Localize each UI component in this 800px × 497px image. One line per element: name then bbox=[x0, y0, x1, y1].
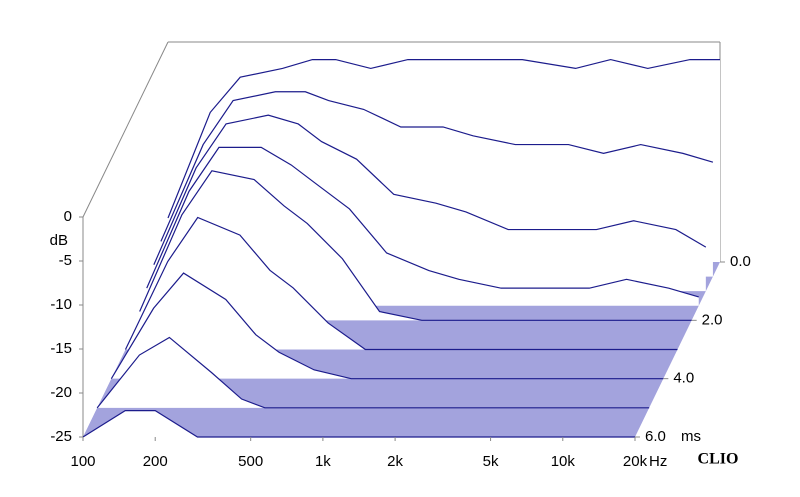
y-tick-label: -10 bbox=[50, 296, 72, 313]
t-tick-label: 2.0 bbox=[702, 311, 723, 328]
slice-line bbox=[139, 170, 692, 321]
slice-fill bbox=[83, 410, 635, 437]
y-tick-label: 0 bbox=[64, 208, 72, 225]
slice-line bbox=[160, 91, 714, 242]
y-tick-label: -5 bbox=[59, 252, 72, 269]
y-axis-label: dB bbox=[50, 232, 68, 249]
slice-line bbox=[96, 336, 650, 409]
slice-line bbox=[124, 216, 678, 351]
x-tick-label: 100 bbox=[70, 453, 95, 470]
t-tick-label: 4.0 bbox=[673, 370, 694, 387]
slice-line bbox=[146, 146, 699, 298]
t-tick-label: 0.0 bbox=[730, 253, 751, 270]
slice-line bbox=[82, 410, 635, 438]
frame-line bbox=[82, 41, 169, 218]
x-tick-label: 20k bbox=[623, 453, 648, 470]
x-tick-label: 500 bbox=[238, 453, 263, 470]
x-tick-label: 200 bbox=[143, 453, 168, 470]
x-tick-label: 10k bbox=[551, 453, 576, 470]
slice-fill bbox=[111, 273, 664, 379]
x-unit: Hz bbox=[649, 453, 667, 470]
brand: CLIO bbox=[698, 451, 739, 468]
t-tick-label: 6.0 bbox=[645, 428, 666, 445]
y-tick-label: -15 bbox=[50, 340, 72, 357]
slice-line bbox=[167, 58, 720, 219]
slice-line bbox=[110, 272, 664, 380]
x-tick-label: 1k bbox=[315, 453, 331, 470]
x-tick-label: 2k bbox=[387, 453, 403, 470]
slice-fill bbox=[125, 217, 678, 350]
slice-line bbox=[153, 114, 707, 266]
slice-fill bbox=[97, 337, 650, 408]
x-tick-label: 5k bbox=[483, 453, 499, 470]
y-tick-label: -20 bbox=[50, 384, 72, 401]
y-tick-label: -25 bbox=[50, 428, 72, 445]
t-unit: ms bbox=[681, 428, 701, 445]
